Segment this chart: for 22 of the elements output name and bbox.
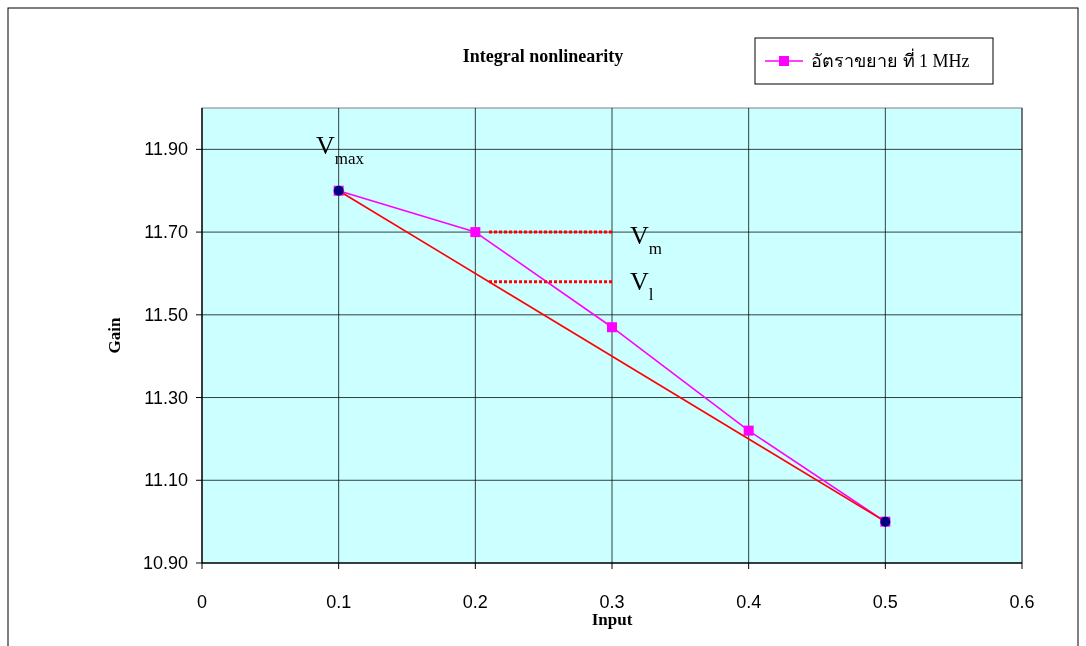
x-tick-label: 0.2 bbox=[462, 592, 488, 612]
x-tick-label: 0.3 bbox=[599, 592, 625, 612]
y-tick-label: 11.70 bbox=[144, 222, 188, 243]
annotation: V$_{m}$ bbox=[630, 221, 663, 258]
x-tick-label: 0.5 bbox=[872, 592, 898, 612]
y-tick-label: 11.50 bbox=[144, 304, 188, 325]
x-tick-label: 0.1 bbox=[326, 592, 352, 612]
y-tick-label: 10.90 bbox=[142, 553, 188, 573]
x-tick-label: 0 bbox=[196, 592, 208, 612]
point bbox=[743, 425, 754, 436]
x-tick-label: 0.6 bbox=[1009, 592, 1035, 612]
y-tick-label: 11.90 bbox=[144, 139, 188, 160]
y-tick-label: 11.10 bbox=[144, 470, 188, 491]
y-tick-label: 11.30 bbox=[144, 387, 188, 408]
annotation: V$_{l}$ bbox=[630, 267, 654, 304]
x-tick-label: 0.4 bbox=[736, 592, 762, 612]
y-axis-title: Gain bbox=[105, 317, 124, 354]
chart-title: Integral nonlinearity bbox=[462, 46, 624, 66]
point bbox=[607, 322, 617, 333]
x-axis-title: Input bbox=[591, 610, 633, 629]
point bbox=[470, 227, 481, 238]
legend-label: อัตราขยาย ที่ 1 MHz bbox=[811, 48, 970, 71]
